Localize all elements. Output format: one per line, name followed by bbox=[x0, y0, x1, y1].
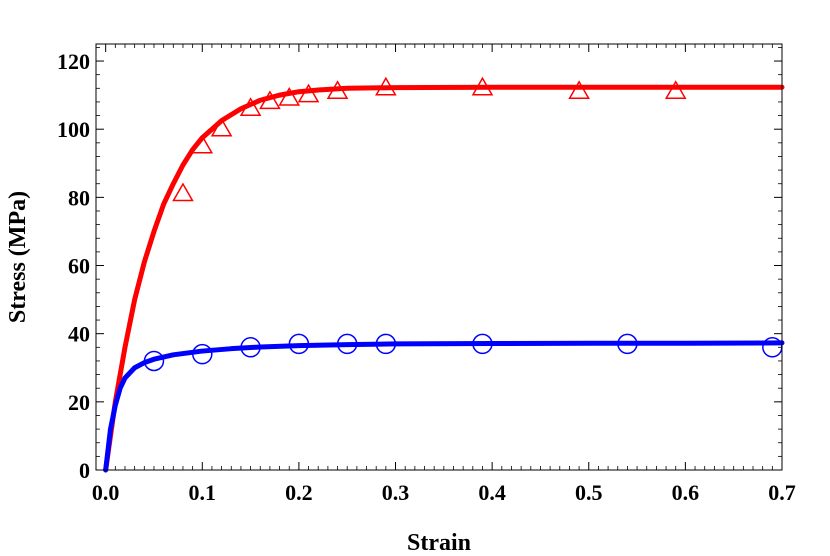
triangle-marker bbox=[210, 117, 233, 137]
circle-marker bbox=[336, 333, 358, 355]
triangle-marker bbox=[664, 80, 687, 99]
circle-marker bbox=[192, 343, 213, 365]
circle-marker bbox=[375, 333, 397, 355]
x-tick-label: 0.7 bbox=[768, 480, 796, 505]
x-tick-label: 0.2 bbox=[285, 480, 313, 505]
circle-marker bbox=[617, 333, 638, 355]
x-tick-label: 0.4 bbox=[478, 480, 506, 505]
circle-marker bbox=[472, 333, 493, 355]
y-tick-label: 100 bbox=[57, 117, 90, 142]
triangle-marker bbox=[259, 90, 281, 110]
y-tick-label: 60 bbox=[68, 254, 90, 279]
triangle-marker bbox=[568, 80, 590, 99]
triangle-marker bbox=[239, 97, 262, 117]
circle-marker bbox=[143, 350, 165, 372]
x-tick-label: 0.0 bbox=[92, 480, 120, 505]
triangle-marker bbox=[375, 76, 397, 96]
triangle-marker bbox=[172, 182, 194, 202]
triangle-marker bbox=[471, 76, 494, 96]
x-tick-label: 0.6 bbox=[672, 480, 700, 505]
y-tick-label: 80 bbox=[68, 185, 90, 210]
triangle-marker bbox=[326, 80, 349, 99]
y-axis-title: Stress (MPa) bbox=[5, 191, 31, 323]
y-tick-label: 0 bbox=[79, 458, 90, 483]
y-tick-label: 120 bbox=[57, 49, 90, 74]
plot-frame bbox=[95, 43, 783, 471]
triangle-marker bbox=[191, 134, 214, 154]
x-tick-label: 0.3 bbox=[382, 480, 410, 505]
triangle-marker bbox=[278, 87, 301, 106]
x-axis-title: Strain bbox=[407, 530, 471, 556]
axes: 0.0 0.1 0.2 0.3 0.4 0.5 0.6 0.7 0 20 40 60 80 100 120 bbox=[57, 44, 796, 505]
circle-marker bbox=[288, 333, 310, 355]
data-markers bbox=[143, 76, 783, 372]
x-tick-label: 0.1 bbox=[189, 480, 217, 505]
circle-marker bbox=[240, 337, 261, 358]
y-tick-label: 20 bbox=[68, 390, 90, 415]
x-tick-label: 0.5 bbox=[575, 480, 603, 505]
y-tick-label: 40 bbox=[68, 322, 90, 347]
triangle-marker bbox=[297, 83, 320, 103]
